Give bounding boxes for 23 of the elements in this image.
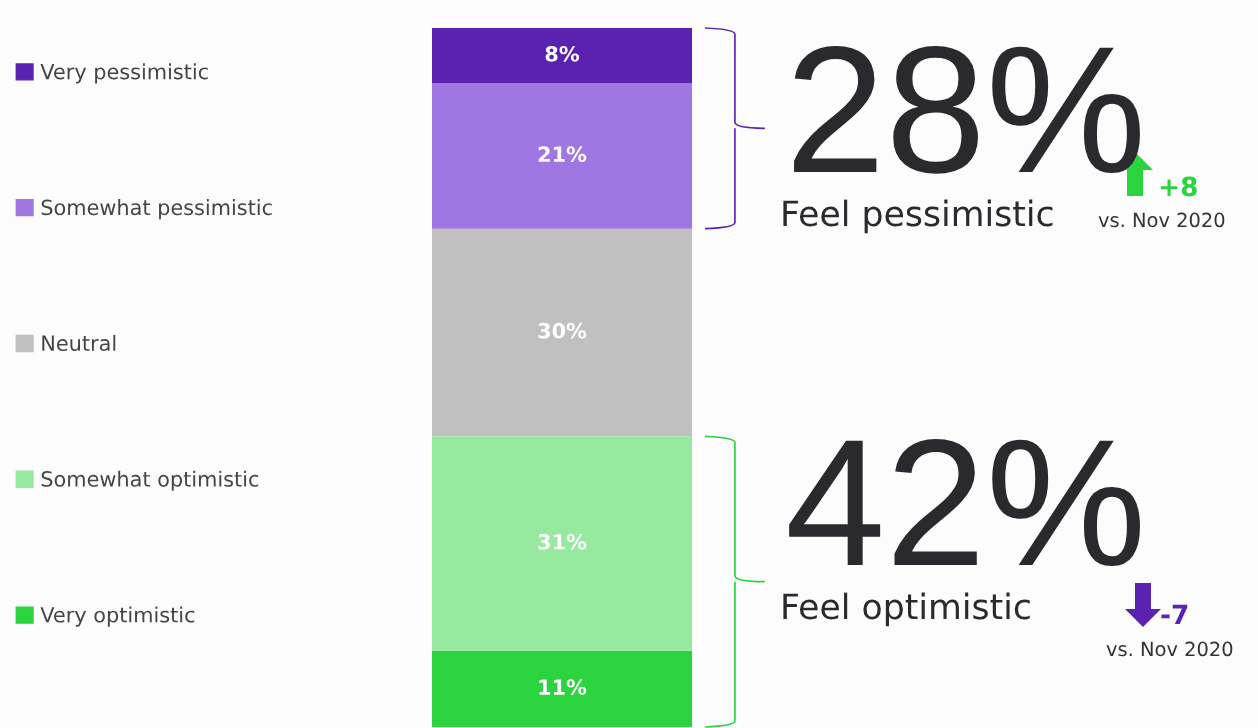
text: Feel optimistic (783, 592, 1030, 627)
bar (432, 28, 692, 84)
text: +8 (1160, 176, 1197, 197)
text: vs. Nov 2020 (1106, 641, 1233, 657)
text: Feel pessimistic (783, 199, 1053, 234)
legend-label: Very optimistic (40, 606, 195, 627)
data-label: 21% (538, 146, 587, 163)
legend-label: Somewhat pessimistic (41, 199, 272, 220)
bar (432, 83, 692, 229)
legend-label: Somewhat optimistic (41, 470, 259, 491)
text: 28% (794, 45, 1140, 174)
text: 42% (789, 438, 1140, 567)
bar (432, 650, 692, 727)
data-label: 8% (545, 45, 580, 62)
data-label: 11% (539, 679, 587, 695)
legend-label: Very pessimistic (40, 63, 208, 84)
data-label: 31% (538, 533, 587, 550)
bar (432, 436, 692, 651)
text: -7 (1161, 604, 1188, 624)
legend-label: Neutral (42, 334, 116, 352)
data-label: 30% (538, 322, 587, 339)
bar (432, 228, 692, 437)
text: vs. Nov 2020 (1098, 212, 1225, 228)
